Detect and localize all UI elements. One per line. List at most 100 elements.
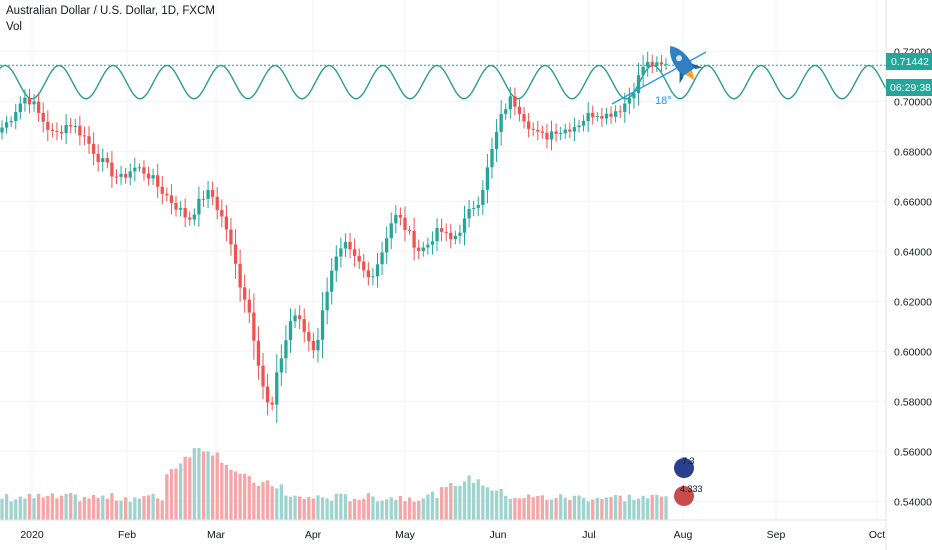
- volume-bar: [472, 483, 476, 520]
- volume-bar: [508, 498, 512, 520]
- candle-body: [664, 63, 668, 65]
- volume-bar: [641, 495, 645, 520]
- volume-bar: [412, 501, 416, 520]
- volume-bar: [485, 487, 490, 520]
- volume-bar: [114, 500, 119, 520]
- y-tick-label: 0.56000: [894, 446, 932, 458]
- candle-body: [439, 228, 444, 232]
- volume-bar: [394, 500, 398, 520]
- volume-bar: [36, 493, 41, 520]
- volume-bar: [339, 493, 343, 520]
- countdown-tag: [886, 79, 932, 96]
- volume-bar: [128, 501, 132, 520]
- wave-path: [0, 64, 887, 100]
- trendline[interactable]: [611, 51, 707, 105]
- volume-icon-label-1: 7.3: [682, 456, 695, 466]
- australia-flag-icon: [674, 458, 694, 478]
- candle-body: [224, 216, 229, 230]
- volume-bar: [316, 495, 320, 520]
- volume-bar: [229, 469, 233, 520]
- volume-bar: [453, 485, 458, 520]
- candle-body: [69, 125, 73, 127]
- candle-body: [119, 174, 123, 177]
- candle-body: [123, 174, 128, 178]
- volume-indicator-label: Vol: [6, 21, 22, 33]
- volume-bar: [174, 468, 178, 520]
- candle-body: [650, 61, 654, 66]
- candle-body: [160, 186, 164, 194]
- volume-bar: [146, 495, 151, 520]
- candle-body: [91, 143, 96, 154]
- candle-body: [526, 121, 531, 129]
- volume-bar: [119, 500, 123, 520]
- candle-body: [142, 167, 146, 174]
- volume-bar: [613, 494, 618, 520]
- volume-bar: [398, 496, 403, 520]
- candle-body: [151, 175, 155, 179]
- x-tick-label: Jul: [582, 529, 595, 541]
- volume-bar: [151, 493, 155, 520]
- volume-bar: [14, 499, 18, 520]
- candle-body: [133, 167, 137, 172]
- volume-bar: [275, 488, 279, 520]
- volume-bar: [210, 455, 215, 520]
- candle-body: [55, 130, 59, 132]
- candle-body: [105, 158, 109, 163]
- candle-body: [316, 339, 320, 351]
- volume-bar: [632, 499, 636, 520]
- volume-bar: [659, 496, 664, 520]
- volume-flag-icons: 7.3 4.333: [674, 456, 703, 506]
- volume-bar: [302, 498, 306, 520]
- volume-bar: [591, 499, 595, 520]
- candle-body: [604, 113, 609, 119]
- volume-bar: [4, 494, 9, 520]
- volume-bar: [46, 495, 50, 520]
- candle-body: [275, 372, 279, 405]
- volume-bar: [50, 493, 55, 520]
- volume-bar: [197, 447, 201, 520]
- volume-bar: [444, 487, 448, 520]
- countdown-label: 06:29:38: [890, 82, 931, 94]
- candle-body: [73, 125, 77, 127]
- candle-body: [559, 133, 563, 135]
- volume-bar: [201, 451, 206, 520]
- candle-body: [646, 61, 650, 67]
- candle-body: [513, 96, 517, 107]
- candle-body: [476, 204, 480, 208]
- candle-body: [522, 114, 526, 122]
- volume-bar: [467, 475, 471, 520]
- candle-body: [632, 93, 636, 99]
- volume-bar: [499, 488, 503, 520]
- candle-body: [581, 121, 586, 126]
- volume-bar: [352, 498, 357, 520]
- candle-body: [485, 167, 490, 190]
- x-tick-label: 2020: [20, 529, 44, 541]
- candle-body: [156, 175, 160, 187]
- volume-bar: [165, 474, 169, 520]
- last-price-tag: [886, 53, 932, 70]
- candle-body: [32, 101, 36, 105]
- candle-body: [50, 129, 55, 131]
- candle-body: [600, 116, 604, 119]
- volume-bar: [188, 457, 192, 520]
- candle-body: [302, 319, 306, 332]
- volume-bar: [160, 500, 164, 520]
- x-tick-label: May: [395, 529, 416, 541]
- volume-bar: [636, 498, 641, 520]
- volume-bar: [123, 497, 128, 520]
- candle-body: [330, 270, 334, 292]
- candle-body: [288, 321, 293, 341]
- volume-bar: [664, 496, 668, 520]
- candle-body: [165, 193, 169, 196]
- x-tick-label: Aug: [674, 529, 693, 541]
- candle-body: [46, 121, 50, 130]
- volume-bar: [618, 495, 622, 520]
- candle-body: [265, 386, 270, 403]
- candle-body: [9, 121, 13, 123]
- candle-body: [357, 255, 361, 262]
- volume-bar: [545, 499, 549, 520]
- volume-bar: [439, 487, 444, 520]
- volume-bar: [623, 501, 627, 520]
- volume-bar: [417, 500, 421, 520]
